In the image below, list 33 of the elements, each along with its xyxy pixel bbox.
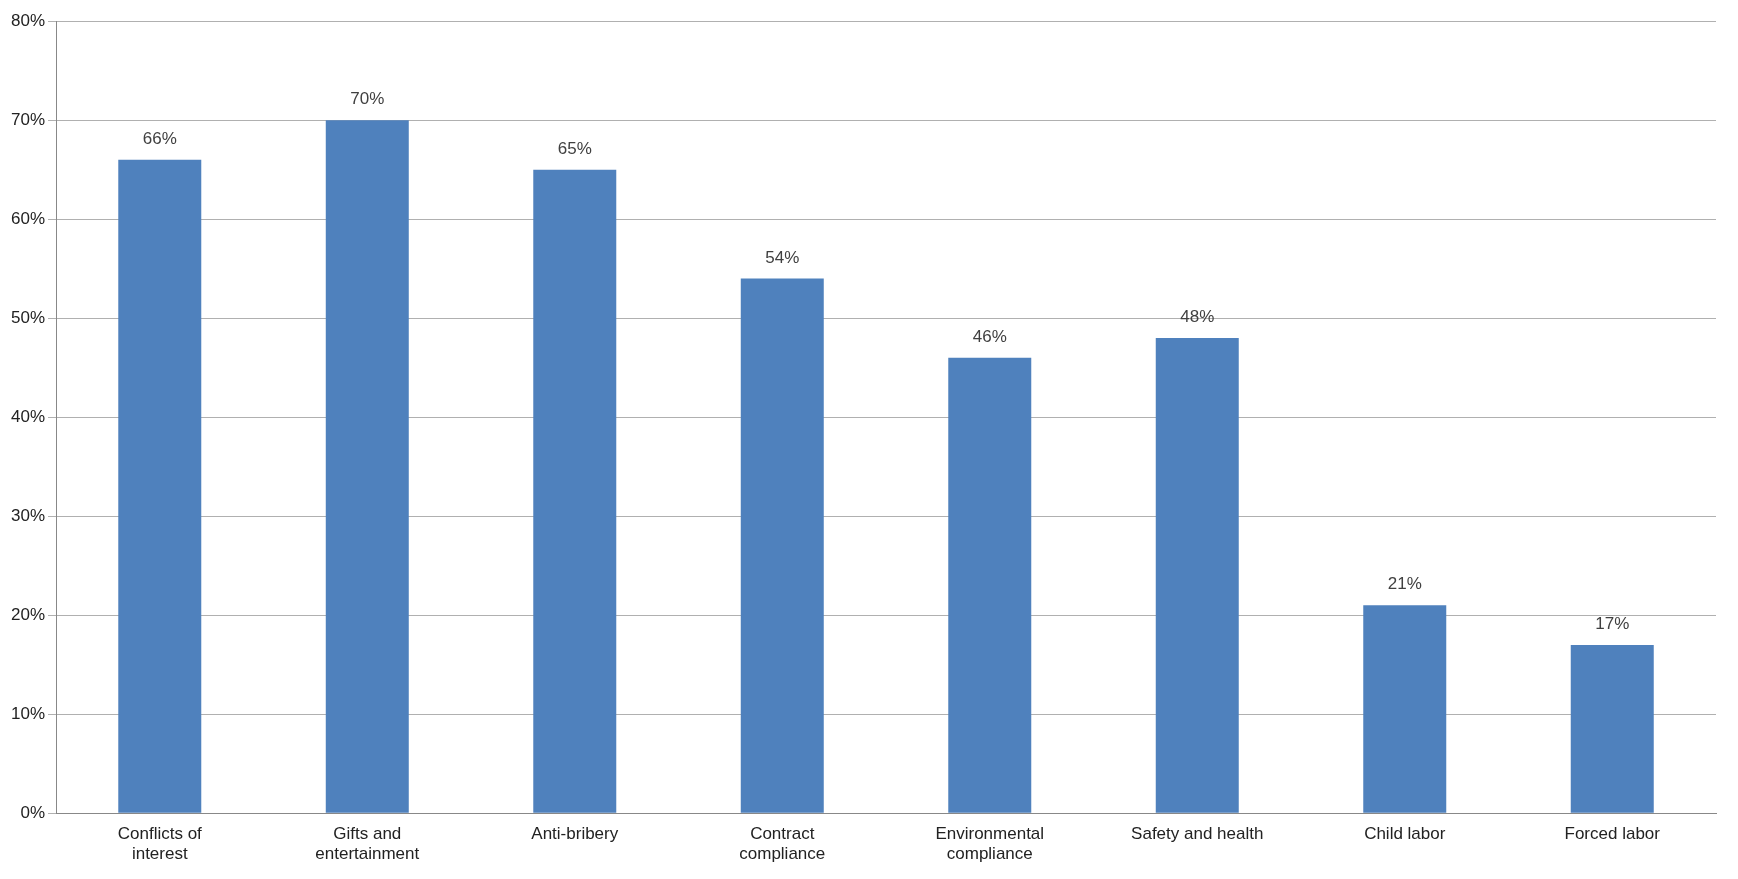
x-tick-label: Child labor xyxy=(1364,824,1446,844)
x-tick-label: Contract compliance xyxy=(739,824,826,864)
x-tick-label: Gifts and entertainment xyxy=(315,824,420,864)
y-tick-label: 70% xyxy=(10,109,46,129)
y-tick-label: 30% xyxy=(10,505,46,525)
y-tick-label: 50% xyxy=(10,307,46,327)
bar xyxy=(1363,605,1447,813)
data-label: 65% xyxy=(557,138,592,158)
x-tick-label: Forced labor xyxy=(1564,824,1661,844)
x-tick-label: Safety and health xyxy=(1131,824,1264,844)
bar xyxy=(533,169,617,813)
data-label: 17% xyxy=(1595,614,1630,634)
bar xyxy=(325,120,409,813)
data-label: 66% xyxy=(142,128,177,148)
y-tick-label: 80% xyxy=(10,10,46,30)
y-tick-label: 60% xyxy=(10,208,46,228)
x-tick-label: Anti-bribery xyxy=(531,824,619,844)
data-label: 48% xyxy=(1180,307,1215,327)
data-label: 21% xyxy=(1387,574,1422,594)
bar xyxy=(118,159,202,813)
y-tick-label: 10% xyxy=(10,703,46,723)
bar xyxy=(740,278,824,813)
y-tick-label: 40% xyxy=(10,406,46,426)
bar xyxy=(1155,338,1239,813)
data-label: 54% xyxy=(765,247,800,267)
x-tick-label: Environmental compliance xyxy=(935,824,1045,864)
x-tick-label: Conflicts of interest xyxy=(117,824,203,864)
bar xyxy=(948,357,1032,813)
y-tick-label: 0% xyxy=(20,802,46,822)
data-label: 46% xyxy=(972,326,1007,346)
data-label: 70% xyxy=(350,89,385,109)
y-tick-label: 20% xyxy=(10,604,46,624)
bar xyxy=(1570,644,1654,813)
